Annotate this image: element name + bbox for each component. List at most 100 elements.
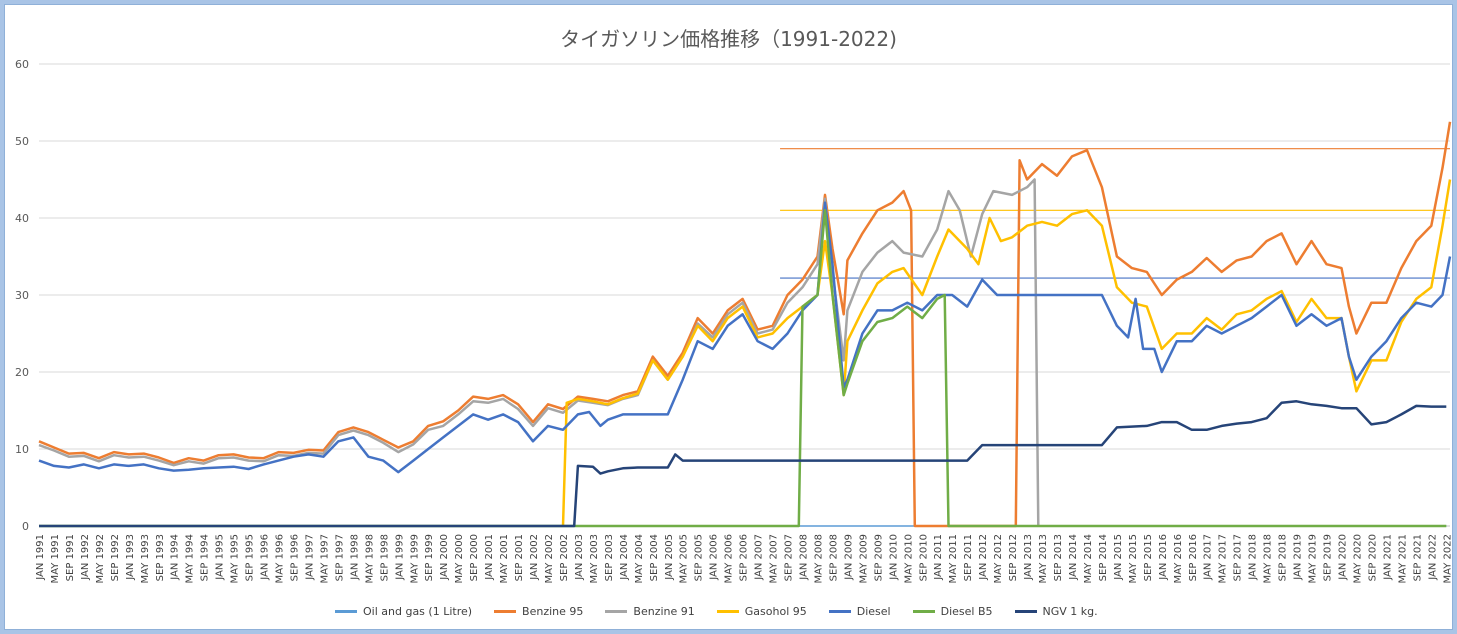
x-tick-label: JAN 2006 (709, 534, 720, 581)
x-tick-label: JAN 1993 (125, 534, 136, 581)
x-tick-label: SEP 2009 (873, 534, 884, 581)
series-line-gasohol-95 (561, 179, 1452, 527)
x-tick-label: JAN 2005 (664, 534, 675, 581)
x-tick-label: SEP 2007 (784, 534, 795, 581)
x-tick-label: MAY 2020 (1352, 534, 1363, 583)
x-tick-label: SEP 1993 (155, 534, 166, 581)
x-axis-labels: JAN 1991 MAY 1991 SEP 1991 JAN 1992 MAY 1992… (35, 534, 1452, 583)
x-tick-label: JAN 1998 (349, 534, 360, 581)
legend-label: Diesel B5 (940, 604, 993, 618)
x-tick-label: JAN 2003 (574, 534, 585, 581)
x-tick-label: SEP 2010 (918, 534, 929, 581)
legend-swatch (335, 609, 357, 613)
x-tick-label: SEP 2021 (1412, 534, 1423, 581)
x-tick-label: JAN 2002 (529, 534, 540, 581)
x-tick-label: MAY 1998 (364, 534, 375, 583)
x-tick-label: JAN 1994 (170, 534, 181, 581)
x-tick-label: JAN 1997 (304, 534, 315, 581)
x-tick-label: MAY 2008 (813, 534, 824, 583)
y-tick-label: 10 (15, 443, 29, 456)
legend-label: Benzine 91 (633, 604, 695, 618)
x-tick-label: MAY 2021 (1397, 534, 1408, 583)
legend-item: Diesel (828, 604, 891, 618)
x-tick-label: SEP 2000 (469, 534, 480, 581)
x-tick-label: SEP 2005 (694, 534, 705, 581)
x-tick-label: SEP 2006 (739, 534, 750, 581)
x-tick-label: JAN 1991 (35, 534, 46, 581)
x-tick-label: JAN 2019 (1293, 534, 1304, 581)
legend-label: Benzine 95 (522, 604, 584, 618)
legend-swatch (828, 609, 851, 613)
x-tick-label: SEP 2008 (828, 534, 839, 581)
x-tick-label: MAY 2001 (499, 534, 510, 583)
x-tick-label: MAY 2014 (1083, 534, 1094, 583)
x-tick-label: MAY 1995 (230, 534, 241, 583)
x-tick-label: MAY 2009 (858, 534, 869, 583)
x-tick-label: JAN 2009 (843, 534, 854, 581)
x-tick-label: MAY 2003 (589, 534, 600, 583)
x-tick-label: SEP 2002 (559, 534, 570, 581)
x-tick-label: JAN 2007 (754, 534, 765, 581)
legend-swatch (494, 609, 517, 613)
x-tick-label: JAN 2001 (484, 534, 495, 581)
x-tick-label: JAN 1996 (260, 534, 271, 581)
legend-item: Benzine 91 (605, 604, 695, 618)
x-tick-label: MAY 2011 (948, 534, 959, 583)
x-tick-label: MAY 1994 (185, 534, 196, 583)
x-tick-label: MAY 2015 (1128, 534, 1139, 583)
x-tick-label: SEP 1998 (379, 534, 390, 581)
x-tick-label: JAN 2000 (439, 534, 450, 581)
legend-swatch (716, 609, 739, 613)
x-tick-label: SEP 1995 (245, 534, 256, 581)
x-tick-label: JAN 2018 (1248, 534, 1259, 581)
y-axis-labels: 0 10 20 30 40 50 60 (15, 58, 29, 533)
legend-swatch (605, 609, 628, 613)
x-tick-label: JAN 1992 (80, 534, 91, 581)
legend-label: Gasohol 95 (744, 604, 807, 618)
x-tick-label: JAN 2011 (933, 534, 944, 581)
x-tick-label: SEP 2016 (1188, 534, 1199, 581)
y-tick-label: 20 (15, 366, 29, 379)
x-tick-label: SEP 2013 (1053, 534, 1064, 581)
x-tick-label: MAY 2000 (454, 534, 465, 583)
x-tick-label: MAY 1993 (140, 534, 151, 583)
x-tick-label: MAY 2010 (903, 534, 914, 583)
x-tick-label: MAY 2019 (1308, 534, 1319, 583)
x-tick-label: SEP 2012 (1008, 534, 1019, 581)
y-tick-label: 60 (15, 58, 29, 71)
x-tick-label: JAN 1999 (394, 534, 405, 581)
series-line-diesel-b5 (39, 209, 1447, 528)
x-tick-label: JAN 2017 (1203, 534, 1214, 581)
x-tick-label: SEP 1992 (110, 534, 121, 581)
x-tick-label: MAY 1991 (50, 534, 61, 583)
x-tick-label: MAY 2007 (769, 534, 780, 583)
x-tick-label: MAY 2005 (679, 534, 690, 583)
x-tick-label: JAN 2016 (1158, 534, 1169, 581)
x-tick-label: MAY 2018 (1263, 534, 1274, 583)
reference-lines (780, 148, 1450, 279)
y-tick-label: 30 (15, 289, 29, 302)
x-tick-label: SEP 2020 (1367, 534, 1378, 581)
x-tick-label: SEP 2018 (1278, 534, 1289, 581)
x-tick-label: JAN 2008 (799, 534, 810, 581)
legend-label: Diesel (856, 604, 891, 618)
y-tick-label: 0 (22, 520, 29, 533)
x-tick-label: MAY 2022 (1442, 534, 1452, 583)
x-tick-label: MAY 2012 (993, 534, 1004, 583)
x-tick-label: MAY 2013 (1038, 534, 1049, 583)
x-tick-label: JAN 2022 (1427, 534, 1438, 581)
legend-swatch (1014, 609, 1037, 613)
legend-label: Oil and gas (1 Litre) (363, 604, 473, 618)
legend-label: NGV 1 kg. (1042, 604, 1098, 618)
x-tick-label: MAY 1992 (95, 534, 106, 583)
series-line-ngv-1-kg- (39, 400, 1447, 528)
x-tick-label: SEP 1994 (200, 534, 211, 581)
y-tick-label: 40 (15, 212, 29, 225)
x-tick-label: SEP 1996 (290, 534, 301, 581)
x-tick-label: MAY 2016 (1173, 534, 1184, 583)
chart-frame: 0 10 20 30 40 50 60 JAN 1991 MAY 1991 SEP 1991 JA… (4, 4, 1453, 630)
x-tick-label: SEP 2004 (649, 534, 660, 581)
grid-lines (39, 63, 1450, 527)
x-tick-label: JAN 1995 (215, 534, 226, 581)
